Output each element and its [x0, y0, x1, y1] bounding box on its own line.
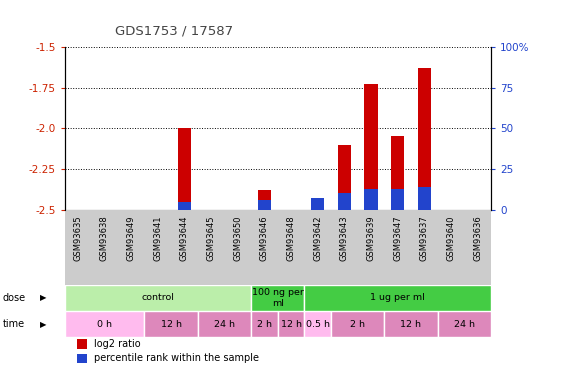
Text: GSM93638: GSM93638 — [100, 216, 109, 261]
Text: GDS1753 / 17587: GDS1753 / 17587 — [115, 24, 233, 38]
Text: 2 h: 2 h — [257, 320, 272, 329]
Text: percentile rank within the sample: percentile rank within the sample — [94, 354, 259, 363]
Bar — [257, 200, 271, 210]
Text: 0.5 h: 0.5 h — [306, 320, 330, 329]
Text: GSM93643: GSM93643 — [340, 216, 349, 261]
Bar — [331, 311, 384, 338]
Text: GSM93648: GSM93648 — [287, 216, 296, 261]
Bar — [65, 311, 144, 338]
Bar — [77, 354, 87, 363]
Bar — [364, 84, 378, 210]
Bar — [77, 339, 87, 349]
Text: GSM93647: GSM93647 — [393, 216, 402, 261]
Bar — [304, 311, 331, 338]
Bar — [417, 187, 431, 210]
Text: 1 ug per ml: 1 ug per ml — [370, 294, 425, 303]
Bar — [311, 206, 324, 210]
Text: 2 h: 2 h — [350, 320, 365, 329]
Text: dose: dose — [3, 293, 26, 303]
Bar — [257, 190, 271, 210]
Text: ▶: ▶ — [40, 320, 47, 329]
Text: GSM93636: GSM93636 — [473, 216, 482, 261]
Text: GSM93640: GSM93640 — [447, 216, 456, 261]
Text: 24 h: 24 h — [214, 320, 235, 329]
Bar — [251, 311, 278, 338]
Bar — [338, 194, 351, 210]
Bar — [391, 136, 404, 210]
Text: ▶: ▶ — [40, 294, 47, 303]
Bar — [65, 285, 251, 311]
Text: GSM93650: GSM93650 — [233, 216, 242, 261]
Text: time: time — [3, 319, 25, 329]
Text: GSM93645: GSM93645 — [206, 216, 215, 261]
Bar — [178, 201, 191, 210]
Bar — [364, 189, 378, 210]
Text: 100 ng per
ml: 100 ng per ml — [252, 288, 304, 308]
Bar — [178, 128, 191, 210]
Text: 12 h: 12 h — [280, 320, 301, 329]
Bar — [438, 311, 491, 338]
Bar — [391, 189, 404, 210]
Bar — [197, 311, 251, 338]
Text: GSM93637: GSM93637 — [420, 216, 429, 261]
Text: control: control — [141, 294, 174, 303]
Text: GSM93641: GSM93641 — [153, 216, 162, 261]
Bar — [304, 285, 491, 311]
Text: GSM93644: GSM93644 — [180, 216, 189, 261]
Bar — [338, 145, 351, 210]
Bar — [311, 198, 324, 210]
Bar — [251, 285, 304, 311]
Bar — [384, 311, 438, 338]
Text: GSM93649: GSM93649 — [127, 216, 136, 261]
Text: 12 h: 12 h — [160, 320, 182, 329]
Bar — [417, 68, 431, 210]
Text: 12 h: 12 h — [401, 320, 421, 329]
Bar — [278, 311, 304, 338]
Text: 24 h: 24 h — [454, 320, 475, 329]
Text: GSM93646: GSM93646 — [260, 216, 269, 261]
Text: 0 h: 0 h — [97, 320, 112, 329]
Text: GSM93639: GSM93639 — [366, 216, 375, 261]
Bar — [144, 311, 197, 338]
Text: GSM93642: GSM93642 — [313, 216, 322, 261]
Text: log2 ratio: log2 ratio — [94, 339, 140, 349]
Text: GSM93635: GSM93635 — [73, 216, 82, 261]
